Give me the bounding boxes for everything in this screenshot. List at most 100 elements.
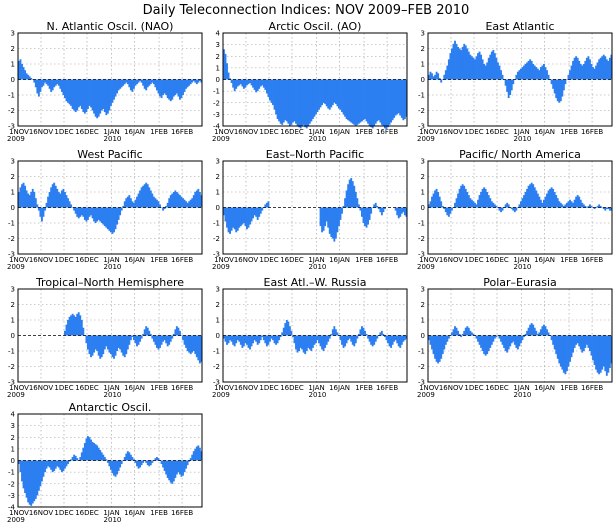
bar-mark [261, 207, 264, 211]
bar-mark [331, 207, 334, 239]
bar-mark [353, 185, 356, 208]
bar-mark [304, 79, 307, 128]
bar-mark [96, 445, 99, 461]
bar-mark [365, 207, 368, 228]
bar-mark [397, 79, 400, 114]
bar-mark [265, 79, 268, 94]
bar-mark [272, 335, 274, 341]
x-tick-label: 16NOV [29, 509, 54, 517]
bar-mark [523, 195, 525, 208]
bar-mark [131, 457, 134, 461]
bar-mark [607, 207, 610, 210]
x-tick-label: 16JAN [124, 256, 145, 264]
bar-mark [510, 207, 513, 210]
bar-mark [87, 335, 89, 350]
bar-mark [292, 79, 294, 123]
bar-mark [556, 198, 559, 208]
x-tick-label: 1JAN [308, 384, 324, 392]
bar-mark [156, 199, 158, 208]
bar-mark [100, 335, 103, 358]
bar-mark [601, 56, 604, 80]
bar-mark [490, 201, 493, 208]
x-tick-label: 16FEB [171, 128, 193, 136]
bar-mark [365, 333, 368, 336]
y-tick-label: 3 [11, 30, 15, 38]
bar-mark [31, 188, 34, 208]
bar-mark [185, 79, 188, 89]
bar-mark [258, 335, 261, 344]
bar-mark [224, 207, 227, 222]
bar-mark [457, 330, 460, 336]
bar-mark [189, 199, 192, 208]
bar-mark [446, 207, 449, 216]
panel-title: East–North Pacific [266, 148, 364, 161]
bar-mark [396, 335, 399, 344]
bar-mark [186, 202, 189, 208]
bar-mark [493, 335, 496, 339]
bar-mark [324, 79, 327, 104]
bar-mark [478, 335, 481, 345]
bar-mark [253, 335, 256, 341]
bar-mark [512, 207, 515, 211]
bar-mark [90, 79, 92, 108]
bar-mark [344, 335, 347, 347]
y-tick-label: -4 [213, 123, 221, 131]
bar-mark [441, 79, 444, 80]
chart-panel: Pacific/ North America -3 -2 -1 0 1 2 3 1NOV 16NO… [417, 148, 613, 271]
bar-mark [547, 332, 550, 336]
bar-mark [249, 79, 251, 83]
bar-mark [432, 335, 435, 355]
x-tick-label: 16NOV [439, 384, 464, 392]
panel-title: East Atlantic [485, 20, 554, 33]
bar-mark [380, 207, 383, 216]
bar-mark [385, 335, 388, 341]
bar-mark [169, 460, 172, 483]
bar-mark [429, 71, 432, 80]
bar-mark [357, 204, 360, 208]
bar-mark [25, 460, 28, 498]
bar-mark [593, 207, 596, 210]
bar-mark [324, 207, 327, 227]
bar-mark [279, 79, 282, 124]
bar-mark [361, 326, 363, 336]
y-tick-label: -3 [8, 379, 15, 387]
y-tick-label: 3 [216, 158, 220, 166]
bar-mark [579, 199, 582, 208]
bar-mark [106, 335, 109, 350]
bar-mark [434, 335, 437, 359]
bar-mark [28, 76, 31, 80]
bar-mark [19, 187, 22, 208]
bar-mark [512, 79, 515, 85]
bar-mark [152, 196, 155, 208]
y-tick-label: -1 [418, 348, 425, 356]
bar-mark [370, 79, 373, 128]
bar-mark [310, 79, 313, 122]
bar-mark [440, 79, 443, 83]
bar-mark [137, 79, 140, 83]
bar-mark [261, 335, 264, 338]
bar-mark [97, 207, 100, 220]
y-tick-label: 0 [216, 332, 220, 340]
bar-mark [230, 207, 233, 231]
bar-mark [521, 198, 524, 208]
bar-mark [428, 335, 430, 341]
bar-mark [34, 460, 37, 499]
bar-mark [91, 441, 94, 461]
bar-mark [593, 335, 596, 365]
bar-mark [521, 67, 524, 80]
x-tick-label: 16NOV [29, 128, 54, 136]
bar-mark [163, 460, 166, 471]
bar-mark [345, 335, 348, 344]
bar-mark [36, 460, 39, 496]
bar-mark [477, 199, 479, 208]
bar-mark [438, 196, 441, 208]
bar-mark [474, 202, 476, 208]
bar-mark [555, 335, 558, 355]
bar-mark [605, 335, 608, 376]
bar-mark [160, 335, 163, 345]
bar-mark [122, 79, 125, 86]
bar-mark [533, 327, 536, 336]
bar-mark [31, 79, 34, 80]
bar-mark [267, 335, 270, 345]
bar-mark [584, 205, 587, 208]
